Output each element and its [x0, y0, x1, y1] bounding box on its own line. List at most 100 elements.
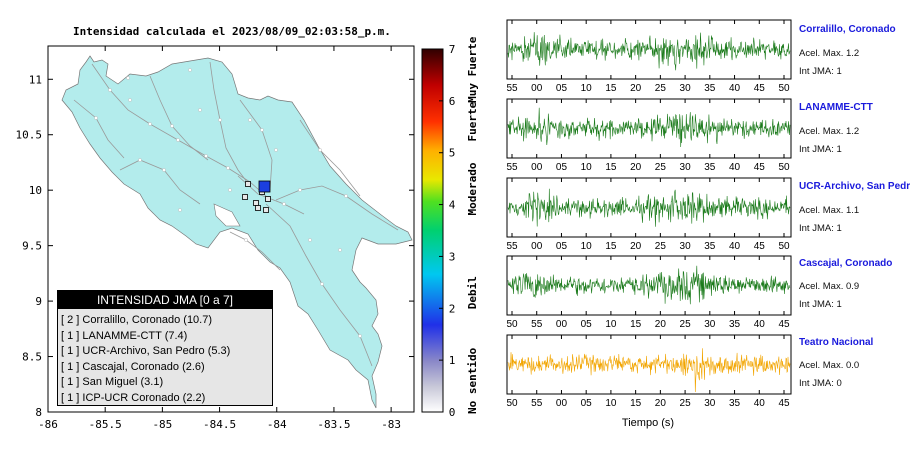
time-tick-label: 35: [704, 241, 716, 252]
town-dot: [282, 202, 286, 206]
legend-item: [ 1 ] San Miguel (3.1): [61, 376, 164, 388]
station-marker: [263, 207, 269, 213]
time-tick-label: 05: [556, 83, 568, 94]
time-tick-label: 25: [655, 162, 667, 173]
station-name: UCR-Archivo, San Pedro: [799, 181, 910, 192]
waveform-trace: [507, 348, 791, 393]
time-tick-label: 00: [531, 83, 543, 94]
time-tick-label: 20: [630, 83, 642, 94]
time-tick-label: 40: [754, 319, 766, 330]
time-tick-label: 35: [729, 398, 741, 409]
town-dot: [260, 128, 264, 132]
station-int: Int JMA: 1: [799, 223, 842, 234]
map-title: Intensidad calculada el 2023/08/09_02:03…: [73, 25, 391, 38]
time-tick-label: 55: [506, 83, 518, 94]
time-tick-label: 05: [556, 241, 568, 252]
town-dot: [108, 88, 112, 92]
town-dot: [198, 108, 202, 112]
time-tick-label: 15: [630, 398, 642, 409]
town-dot: [248, 118, 252, 122]
y-tick-label: 9.5: [22, 240, 42, 253]
x-tick-label: -85.5: [89, 418, 122, 431]
colorbar-scale: [421, 48, 444, 413]
colorbar-category-label: Muy Fuerte: [466, 36, 479, 103]
time-tick-label: 15: [605, 162, 617, 173]
time-tick-label: 15: [605, 241, 617, 252]
station-marker: [245, 181, 251, 187]
town-dot: [188, 68, 192, 72]
town-dot: [274, 148, 278, 152]
town-dot: [226, 166, 230, 170]
waveform-trace: [507, 265, 791, 305]
station-int: Int JMA: 0: [799, 378, 842, 389]
time-tick-label: 55: [531, 398, 543, 409]
station-marker: [242, 194, 248, 200]
station-acel: Acel. Max. 0.9: [799, 281, 860, 292]
time-tick-label: 00: [556, 398, 568, 409]
station-marker: [265, 196, 271, 202]
time-tick-label: 30: [704, 398, 716, 409]
town-dot: [128, 98, 132, 102]
town-dot: [178, 208, 182, 212]
town-dot: [148, 122, 152, 126]
time-tick-label: 15: [630, 319, 642, 330]
station-acel: Acel. Max. 0.0: [799, 360, 860, 371]
colorbar-tick-label: 6: [449, 95, 456, 108]
time-tick-label: 10: [581, 241, 593, 252]
station-marker: [255, 205, 261, 211]
y-tick-label: 11: [29, 73, 42, 86]
time-tick-label: 10: [581, 162, 593, 173]
intensity-legend: INTENSIDAD JMA [0 a 7] [ 2 ] Corralillo,…: [57, 290, 273, 406]
time-tick-label: 45: [778, 398, 790, 409]
y-tick-label: 8: [35, 406, 42, 419]
time-tick-label: 40: [729, 241, 741, 252]
road-line: [275, 185, 399, 231]
time-tick-label: 55: [506, 162, 518, 173]
time-tick-label: 50: [778, 83, 790, 94]
town-dot: [162, 168, 166, 172]
station-acel: Acel. Max. 1.1: [799, 205, 860, 216]
colorbar-category-label: No sentido: [466, 347, 479, 414]
time-tick-label: 25: [655, 83, 667, 94]
time-tick-label: 40: [754, 398, 766, 409]
time-tick-label: 35: [704, 83, 716, 94]
colorbar-category-label: Fuerte: [466, 101, 479, 141]
time-tick-label: 25: [655, 241, 667, 252]
town-dot: [244, 238, 248, 242]
station-acel: Acel. Max. 1.2: [799, 48, 860, 59]
legend-item: [ 2 ] Corralillo, Coronado (10.7): [61, 314, 213, 326]
time-tick-label: 30: [680, 241, 692, 252]
time-tick-label: 40: [729, 162, 741, 173]
town-dot: [204, 154, 208, 158]
station-int: Int JMA: 1: [799, 66, 842, 77]
town-dot: [298, 188, 302, 192]
time-tick-label: 00: [556, 319, 568, 330]
colorbar-tick-label: 5: [449, 147, 456, 160]
town-dot: [94, 116, 98, 120]
town-dot: [218, 118, 222, 122]
time-tick-label: 45: [754, 162, 766, 173]
station-name: Teatro Nacional: [799, 337, 874, 348]
time-tick-label: 10: [581, 83, 593, 94]
time-tick-label: 00: [531, 241, 543, 252]
time-tick-label: 10: [605, 319, 617, 330]
y-tick-label: 9: [35, 295, 42, 308]
town-dot: [170, 124, 174, 128]
time-tick-label: 05: [556, 162, 568, 173]
time-tick-label: 50: [778, 162, 790, 173]
road-line: [299, 119, 361, 197]
colorbar-tick-label: 3: [449, 250, 456, 263]
road-line: [209, 61, 251, 187]
time-tick-label: 20: [655, 398, 667, 409]
colorbar-tick-label: 4: [449, 199, 456, 212]
x-tick-label: -83.5: [317, 418, 350, 431]
time-tick-label: 30: [680, 83, 692, 94]
town-dot: [320, 282, 324, 286]
legend-item: [ 1 ] UCR-Archivo, San Pedro (5.3): [61, 345, 231, 357]
town-dot: [358, 334, 362, 338]
time-tick-label: 55: [531, 319, 543, 330]
legend-item: [ 1 ] ICP-UCR Coronado (2.2): [61, 391, 206, 404]
time-tick-label: 25: [680, 398, 692, 409]
legend-title: INTENSIDAD JMA [0 a 7]: [58, 291, 272, 309]
